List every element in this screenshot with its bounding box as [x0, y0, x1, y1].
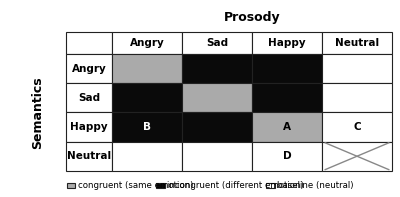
Bar: [66, 32, 112, 54]
Text: Neutral: Neutral: [67, 151, 111, 161]
Text: Angry: Angry: [130, 38, 164, 48]
Bar: [66, 142, 112, 171]
Bar: [252, 112, 322, 142]
Bar: [66, 112, 112, 142]
Bar: [252, 83, 322, 112]
Text: D: D: [283, 151, 291, 161]
Bar: [322, 54, 392, 83]
Text: Happy: Happy: [268, 38, 306, 48]
Text: B: B: [143, 122, 151, 132]
Bar: [156, 183, 164, 188]
Text: C: C: [353, 122, 361, 132]
Bar: [322, 112, 392, 142]
Bar: [182, 83, 252, 112]
Text: congruent (same emotion): congruent (same emotion): [78, 181, 193, 190]
Bar: [112, 54, 182, 83]
Bar: [322, 142, 392, 171]
Text: incongruent (different emotion): incongruent (different emotion): [167, 181, 304, 190]
Bar: [322, 83, 392, 112]
Text: baseline (neutral): baseline (neutral): [277, 181, 354, 190]
Bar: [66, 183, 75, 188]
Bar: [66, 83, 112, 112]
Bar: [252, 54, 322, 83]
Bar: [112, 142, 182, 171]
Bar: [112, 32, 182, 54]
Bar: [252, 142, 322, 171]
Bar: [182, 112, 252, 142]
Bar: [266, 183, 275, 188]
Bar: [182, 32, 252, 54]
Bar: [112, 112, 182, 142]
Bar: [66, 54, 112, 83]
Text: Prosody: Prosody: [224, 11, 280, 24]
Text: Neutral: Neutral: [335, 38, 379, 48]
Text: Semantics: Semantics: [32, 76, 44, 149]
Bar: [182, 54, 252, 83]
Text: Happy: Happy: [70, 122, 108, 132]
Text: Angry: Angry: [72, 64, 106, 74]
Text: A: A: [283, 122, 291, 132]
Bar: [112, 83, 182, 112]
Bar: [182, 142, 252, 171]
Bar: [252, 32, 322, 54]
Bar: [322, 32, 392, 54]
Text: Sad: Sad: [206, 38, 228, 48]
Text: Sad: Sad: [78, 93, 100, 103]
